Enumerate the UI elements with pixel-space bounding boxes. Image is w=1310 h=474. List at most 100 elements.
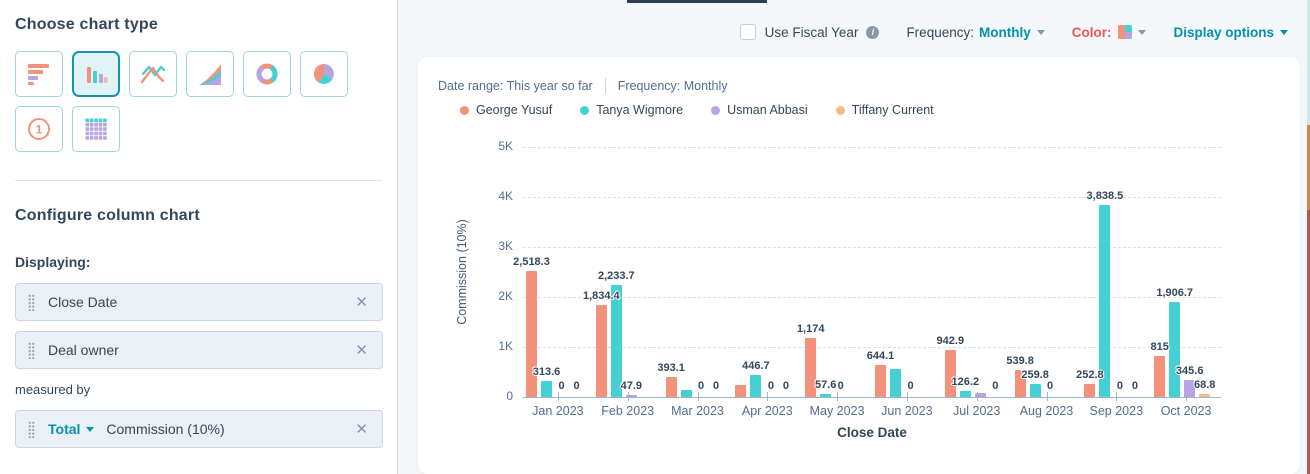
chevron-down-icon: [1036, 29, 1045, 35]
bar-value-label: 57.6: [814, 379, 837, 392]
x-axis-labels: Jan 2023 Feb 2023 Mar 2023 Apr 2023 May 2023…: [523, 404, 1221, 418]
bar-group: 393.1 0 0: [657, 147, 733, 397]
bar[interactable]: [890, 369, 901, 397]
chart-type-grid: 1: [15, 51, 348, 152]
bar-group: 1,174 57.6 0: [797, 147, 872, 397]
bar-value-label: 345.6: [1175, 364, 1204, 377]
legend-item[interactable]: Usman Abbasi: [711, 103, 808, 117]
chart-type-horizontal-bar-button[interactable]: [15, 51, 63, 97]
chart-meta: Date range: This year so far Frequency: …: [438, 78, 728, 94]
date-range-text: Date range: This year so far: [438, 79, 593, 93]
bar[interactable]: [875, 364, 886, 397]
x-axis-category-label: Oct 2023: [1160, 404, 1212, 418]
plot-area: 0 1K 2K 3K 4K 5K 2,518.3 313.6 0 0 1,834.4 2,233.7 4…: [498, 139, 1221, 403]
legend-item[interactable]: Tanya Wigmore: [580, 103, 683, 117]
drag-handle-icon[interactable]: [28, 420, 35, 438]
drag-handle-icon[interactable]: [28, 341, 35, 359]
legend-item[interactable]: Tiffany Current: [835, 103, 934, 117]
bar[interactable]: [805, 338, 817, 397]
legend-label: Tiffany Current: [851, 103, 934, 117]
chevron-down-icon: [1280, 29, 1288, 35]
close-icon[interactable]: ✕: [355, 293, 368, 311]
legend-label: George Yusuf: [476, 103, 553, 117]
chart-type-donut-button[interactable]: [243, 51, 291, 97]
bar-value-label: 393.1: [657, 362, 685, 375]
sidebar-divider: [15, 180, 382, 181]
chart-type-data-table-button[interactable]: [72, 106, 120, 152]
bar[interactable]: [1154, 356, 1166, 397]
bar[interactable]: [680, 389, 692, 397]
x-axis-line: [523, 397, 1221, 398]
y-axis-tick-label: 0: [506, 389, 513, 403]
chart-type-line-button[interactable]: [129, 51, 177, 97]
bar-value-label: 0: [767, 380, 774, 392]
bar-group: 1,834.4 2,233.7 47.9: [583, 147, 663, 397]
x-axis-category-label: Jul 2023: [953, 404, 1001, 418]
bar[interactable]: [541, 381, 552, 397]
horizontal-bar-chart-icon: [26, 61, 52, 87]
bar-value-label: 0: [837, 380, 844, 392]
bar[interactable]: [526, 271, 537, 397]
gridline: [523, 147, 1221, 148]
bar[interactable]: [1169, 301, 1181, 397]
bar[interactable]: [1014, 370, 1026, 397]
chart-type-area-button[interactable]: [186, 51, 234, 97]
x-axis-category-label: Jan 2023: [532, 404, 584, 418]
bar-value-label: 0: [907, 380, 914, 392]
use-fiscal-year-checkbox[interactable]: [739, 24, 756, 40]
bar-value-label: 0: [1131, 380, 1138, 392]
chart-type-single-value-button[interactable]: 1: [15, 106, 63, 152]
x-axis-tick: [1046, 392, 1048, 401]
bar-value-label: 2,233.7: [597, 270, 635, 283]
bar[interactable]: [1184, 379, 1196, 397]
bar[interactable]: [820, 394, 832, 397]
legend-item[interactable]: George Yusuf: [460, 103, 552, 117]
close-icon[interactable]: ✕: [355, 341, 368, 359]
bar[interactable]: [750, 374, 762, 397]
bar[interactable]: [595, 305, 607, 397]
gridline: [523, 297, 1221, 298]
x-axis-category-label: May 2023: [809, 404, 865, 418]
drag-handle-icon[interactable]: [28, 293, 35, 311]
bar[interactable]: [974, 392, 986, 397]
area-chart-icon: [197, 61, 223, 87]
aggregation-dropdown[interactable]: Total: [48, 421, 95, 437]
dimension-chip[interactable]: Close Date ✕: [15, 283, 383, 321]
svg-text:1: 1: [36, 123, 43, 137]
x-axis-category-label: Feb 2023: [601, 404, 655, 418]
bar-group: 252.8 3,838.5 0 0: [1076, 147, 1151, 397]
dimension-chip[interactable]: Deal owner ✕: [15, 331, 383, 369]
chart-type-column-button[interactable]: [72, 51, 120, 97]
bar-value-label: 1,834.4: [582, 290, 620, 303]
close-icon[interactable]: ✕: [355, 420, 368, 438]
bar[interactable]: [735, 384, 747, 397]
legend-label: Tanya Wigmore: [596, 103, 684, 117]
bar[interactable]: [944, 349, 956, 397]
x-axis-category-label: Jun 2023: [881, 404, 933, 418]
x-axis-category-label: Aug 2023: [1019, 404, 1074, 418]
bar[interactable]: [1199, 393, 1211, 397]
single-value-chart-icon: 1: [26, 116, 52, 142]
x-axis-tick: [557, 392, 559, 401]
info-icon[interactable]: i: [866, 25, 880, 39]
data-table-chart-icon: [83, 116, 109, 142]
bar[interactable]: [665, 377, 677, 397]
bar[interactable]: [1029, 384, 1041, 397]
x-axis-category-label: Mar 2023: [671, 404, 724, 418]
bar[interactable]: [1099, 205, 1111, 397]
bar[interactable]: [610, 285, 622, 397]
color-dropdown[interactable]: Color:: [1072, 25, 1147, 40]
measure-chip[interactable]: Total Commission (10%) ✕: [15, 410, 383, 448]
bar[interactable]: [625, 394, 637, 397]
frequency-dropdown[interactable]: Frequency: Monthly: [906, 25, 1045, 40]
display-options-dropdown[interactable]: Display options: [1173, 25, 1288, 40]
measure-chip-label: Commission (10%): [106, 421, 225, 437]
x-axis-tick: [697, 392, 699, 401]
bar-value-label: 942.9: [936, 334, 965, 347]
bar-value-label: 815: [1150, 341, 1169, 354]
bar-group: 815 1,906.7 345.6 68.8: [1151, 147, 1221, 397]
bar[interactable]: [1084, 384, 1096, 397]
chart-type-pie-button[interactable]: [300, 51, 348, 97]
use-fiscal-year-label: Use Fiscal Year: [764, 24, 859, 40]
bar[interactable]: [959, 390, 971, 397]
